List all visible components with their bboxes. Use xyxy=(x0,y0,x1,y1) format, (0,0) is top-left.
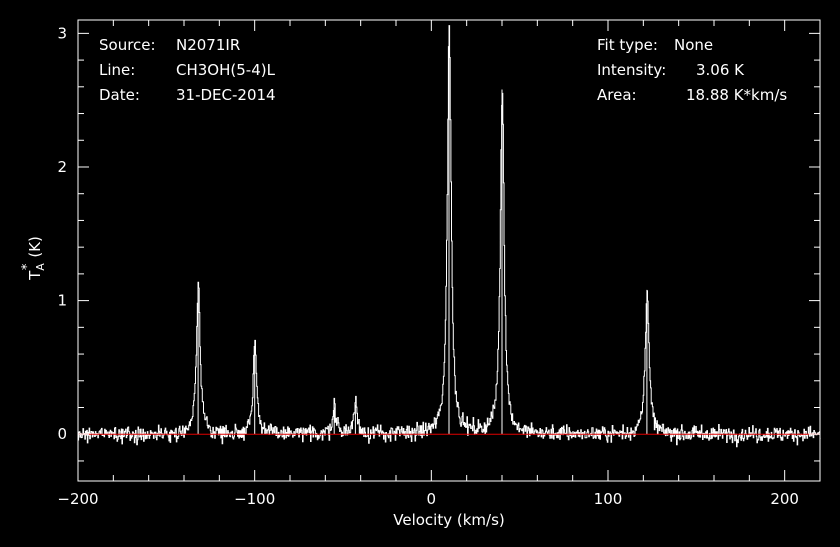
x-tick-label: −100 xyxy=(234,490,275,508)
date-key: Date: xyxy=(99,86,140,104)
source-key: Source: xyxy=(99,36,156,54)
y-axis-label-subscript: A xyxy=(34,263,47,271)
y-tick-label: 1 xyxy=(57,292,67,310)
svg-text:TA*(K): TA* (K) xyxy=(20,236,47,281)
spectrum-trace xyxy=(78,25,821,448)
line-value: CH3OH(5-4)L xyxy=(176,61,276,79)
y-tick-label: 0 xyxy=(57,425,67,443)
y-axis-label-unit: (K) xyxy=(26,236,44,258)
x-tick-label: 0 xyxy=(427,490,437,508)
date-value: 31-DEC-2014 xyxy=(176,86,276,104)
tick-layer xyxy=(77,20,821,481)
area-key: Area: xyxy=(597,86,637,104)
trace-layer xyxy=(78,25,821,448)
tick-label-layer: −200 −100 0 100 200 0 1 2 3 xyxy=(57,24,799,508)
area-value: 18.88 K*km/s xyxy=(686,86,787,104)
x-axis-label: Velocity (km/s) xyxy=(393,511,504,529)
x-tick-label: 100 xyxy=(594,490,623,508)
header-right: Fit type: None Intensity: 3.06 K Area: 1… xyxy=(597,36,787,104)
line-key: Line: xyxy=(99,61,135,79)
y-axis-label-symbol: T xyxy=(26,270,44,281)
x-tick-label: 200 xyxy=(770,490,799,508)
y-tick-label: 2 xyxy=(57,158,67,176)
fit-type-value: None xyxy=(674,36,713,54)
y-axis-label-superscript: * xyxy=(20,263,35,270)
x-tick-label: −200 xyxy=(57,490,98,508)
plot-frame xyxy=(77,19,821,482)
fit-type-key: Fit type: xyxy=(597,36,658,54)
header-left: Source: N2071IR Line: CH3OH(5-4)L Date: … xyxy=(99,36,276,104)
intensity-key: Intensity: xyxy=(597,61,666,79)
intensity-value: 3.06 K xyxy=(696,61,745,79)
y-tick-label: 3 xyxy=(57,24,67,42)
y-axis-label: TA* (K) xyxy=(20,236,47,281)
source-value: N2071IR xyxy=(176,36,240,54)
